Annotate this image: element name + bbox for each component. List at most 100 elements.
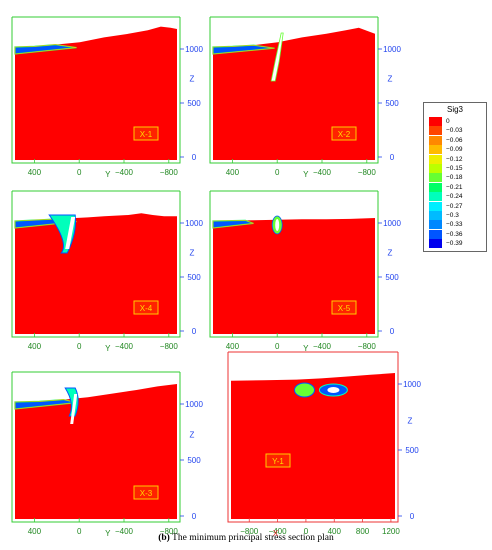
legend-label: −0.21 xyxy=(446,183,463,191)
section-label: X-4 xyxy=(140,304,153,313)
h-axis-label: Y xyxy=(303,344,309,353)
tension-band-edge xyxy=(14,399,77,410)
section-panel-x1: X-1 400 0 −400 −800 Y 1000 500 0 Z xyxy=(6,4,203,179)
legend-label: −0.03 xyxy=(446,127,463,135)
legend-label: −0.27 xyxy=(446,202,463,210)
h-tick-label: 400 xyxy=(226,342,240,351)
z-tick-label: 500 xyxy=(405,446,419,455)
z-tick-label: 500 xyxy=(385,99,399,108)
section-label-box xyxy=(133,300,159,315)
z-axis-label: Z xyxy=(190,248,195,257)
z-tick-label: 1000 xyxy=(185,219,203,228)
h-tick-label: −800 xyxy=(160,342,179,351)
h-tick-label: 400 xyxy=(28,342,42,351)
z-tick-label: 1000 xyxy=(383,45,401,54)
stress-field xyxy=(231,373,395,519)
legend-swatch xyxy=(429,220,442,230)
legend-label: −0.15 xyxy=(446,165,463,172)
h-tick-label: −800 xyxy=(160,527,179,536)
h-tick-label: 0 xyxy=(77,527,82,536)
legend-label: −0.12 xyxy=(446,155,463,163)
tension-band-edge xyxy=(212,220,254,229)
section-label-box xyxy=(331,126,357,141)
tension-zone xyxy=(294,382,315,398)
legend-label: 0 xyxy=(446,118,450,125)
panel-frame xyxy=(11,372,181,523)
h-tick-label: 0 xyxy=(275,342,280,351)
legend-entry: −0.15 xyxy=(429,164,485,173)
h-tick-label: −400 xyxy=(269,527,288,536)
h-tick-label: −400 xyxy=(115,527,134,536)
legend-entry: −0.18 xyxy=(429,173,485,183)
fault-zone xyxy=(327,387,340,393)
h-tick-label: 0 xyxy=(304,527,309,536)
section-plot: Y-1 −800 −400 0 400 800 1200 X 1000 500 0 Z xyxy=(227,351,421,538)
section-label: X-5 xyxy=(338,304,351,313)
section-label: X-1 xyxy=(140,130,153,139)
panel-frame xyxy=(227,352,399,523)
legend-entry: −0.33 xyxy=(429,220,485,230)
stress-field xyxy=(15,384,177,519)
legend-swatch xyxy=(429,239,442,249)
stress-field xyxy=(15,213,177,334)
h-tick-label: −800 xyxy=(358,342,377,351)
h-tick-label: −400 xyxy=(115,342,134,351)
section-panel-x2: X-2 400 0 −400 −800 Y 1000 500 0 Z xyxy=(204,4,401,179)
panel-frame xyxy=(11,191,181,338)
h-tick-label: 400 xyxy=(226,168,240,177)
legend-label: −0.09 xyxy=(446,146,463,154)
section-panel-x3: X-3 400 0 −400 −800 Y 1000 500 0 Z xyxy=(6,356,203,538)
z-tick-label: 0 xyxy=(390,153,395,162)
section-label-box xyxy=(133,485,159,500)
legend-entry: −0.12 xyxy=(429,154,485,164)
z-tick-label: 500 xyxy=(187,99,201,108)
tension-band-edge xyxy=(14,44,77,55)
section-plot: X-4 400 0 −400 −800 Y 1000 500 0 Z xyxy=(11,190,203,353)
tension-band-edge xyxy=(212,44,275,55)
h-tick-label: 400 xyxy=(28,168,42,177)
panel-frame xyxy=(209,191,379,338)
legend-entry: −0.36 xyxy=(429,229,485,239)
z-tick-label: 1000 xyxy=(383,219,401,228)
z-axis-label: Z xyxy=(388,248,393,257)
legend-label: −0.24 xyxy=(446,193,463,201)
z-tick-label: 500 xyxy=(187,273,201,282)
legend-entry: −0.06 xyxy=(429,135,485,145)
h-tick-label: −800 xyxy=(160,168,179,177)
h-axis-label: X xyxy=(273,529,279,538)
legend-label: −0.33 xyxy=(446,221,463,229)
h-tick-label: −800 xyxy=(358,168,377,177)
legend-swatch xyxy=(429,164,442,173)
h-axis-label: Y xyxy=(105,344,111,353)
section-label: X-3 xyxy=(140,489,153,498)
legend-entry: −0.39 xyxy=(429,239,485,249)
section-panel-x4: X-4 400 0 −400 −800 Y 1000 500 0 Z xyxy=(6,178,203,353)
legend-swatch xyxy=(429,126,442,136)
section-label: Y-1 xyxy=(272,457,284,466)
z-tick-label: 0 xyxy=(192,327,197,336)
legend-entry: −0.03 xyxy=(429,126,485,136)
section-label-box xyxy=(133,126,159,141)
z-axis-label: Z xyxy=(388,74,393,83)
h-tick-label: 0 xyxy=(77,342,82,351)
section-panel-x5: X-5 400 0 −400 −800 Y 1000 500 0 Z xyxy=(204,178,401,353)
sig3-legend: Sig3 0 −0.03 −0.06 −0.09 −0.12 −0.15 −0.18 −0.2… xyxy=(423,102,487,252)
panel-frame xyxy=(11,17,181,164)
h-tick-label: −400 xyxy=(313,342,332,351)
z-axis-label: Z xyxy=(190,74,195,83)
z-tick-label: 0 xyxy=(192,512,197,521)
section-label: X-2 xyxy=(338,130,351,139)
legend-label: −0.36 xyxy=(446,230,463,238)
h-tick-label: 800 xyxy=(356,527,370,536)
z-axis-label: Z xyxy=(190,431,195,440)
h-tick-label: 0 xyxy=(275,168,280,177)
legend-swatch xyxy=(429,135,442,145)
z-tick-label: 1000 xyxy=(403,380,421,389)
legend-entry: −0.27 xyxy=(429,201,485,211)
legend-swatch xyxy=(429,145,442,155)
fault-zone xyxy=(70,394,78,424)
h-tick-label: 400 xyxy=(328,527,342,536)
h-tick-label: 0 xyxy=(77,168,82,177)
legend-swatch xyxy=(429,229,442,239)
legend-swatch xyxy=(429,117,442,126)
